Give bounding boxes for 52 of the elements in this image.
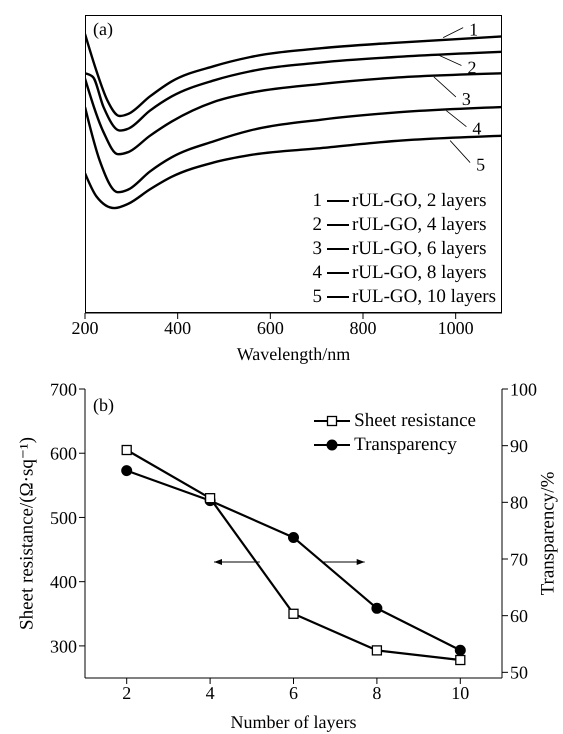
y2-tick-label: 60 — [510, 606, 528, 626]
point — [122, 444, 132, 456]
x-tick-label: 8 — [372, 682, 382, 703]
annotation: 4 — [472, 118, 482, 139]
x-tick-label: 6 — [289, 682, 298, 703]
legend-label: rUL-GO, 2 layers — [352, 189, 486, 213]
x-axis-title: Number of layers — [230, 712, 356, 732]
y-tick-label: 300 — [50, 636, 77, 656]
point — [121, 465, 132, 476]
chart-title: (b) — [93, 395, 114, 416]
y2-tick-label: 70 — [510, 549, 528, 570]
x-axis-title: Wavelength/nm — [236, 344, 350, 364]
annotation: 3 — [462, 88, 471, 109]
annotation: 1 — [469, 20, 478, 40]
y-axis-title: Sheet resistance/(Ω·sq⁻¹) — [16, 437, 38, 630]
text: 3 — [312, 238, 322, 259]
y2-tick-label: 100 — [510, 379, 537, 400]
y-tick-label: 500 — [50, 508, 77, 528]
y2-tick-label: 90 — [510, 436, 528, 456]
text: 5 — [312, 286, 322, 307]
y2-tick-label: 80 — [510, 492, 528, 513]
point — [454, 644, 466, 656]
x-tick-label: 10 — [451, 682, 470, 703]
point — [288, 532, 299, 543]
legend-label: Sheet resistance — [354, 409, 476, 433]
point — [372, 645, 382, 656]
legend-label: rUL-GO, 6 layers — [352, 237, 486, 261]
legend-label: rUL-GO, 4 layers — [352, 213, 486, 237]
x-tick-label: 200 — [72, 318, 98, 338]
point — [371, 602, 382, 614]
y-tick-label: 600 — [50, 444, 77, 464]
y2-axis-title: Transparency/% — [537, 471, 558, 596]
legend-label: Transparency — [354, 433, 457, 457]
legend-label: rUL-GO, 10 layers — [352, 285, 496, 309]
legend-label: rUL-GO, 8 layers — [352, 261, 486, 285]
x-tick-label: 400 — [164, 318, 192, 338]
chart-title: (a) — [93, 19, 113, 40]
y2-tick-label: 50 — [510, 662, 528, 683]
point — [288, 608, 299, 619]
text: 4 — [312, 262, 322, 283]
x-tick-label: 4 — [206, 682, 215, 703]
point — [455, 654, 466, 666]
y-tick-label: 700 — [50, 379, 77, 400]
y-tick-label: 400 — [50, 572, 77, 592]
x-tick-label: 2 — [122, 682, 132, 703]
x-tick-label: 800 — [350, 318, 376, 338]
annotation: 5 — [476, 154, 486, 175]
text: 2 — [312, 214, 322, 235]
text: 1 — [312, 190, 322, 211]
x-tick-label: 600 — [256, 318, 284, 338]
x-tick-label: 1000 — [438, 318, 474, 338]
point — [204, 493, 216, 504]
